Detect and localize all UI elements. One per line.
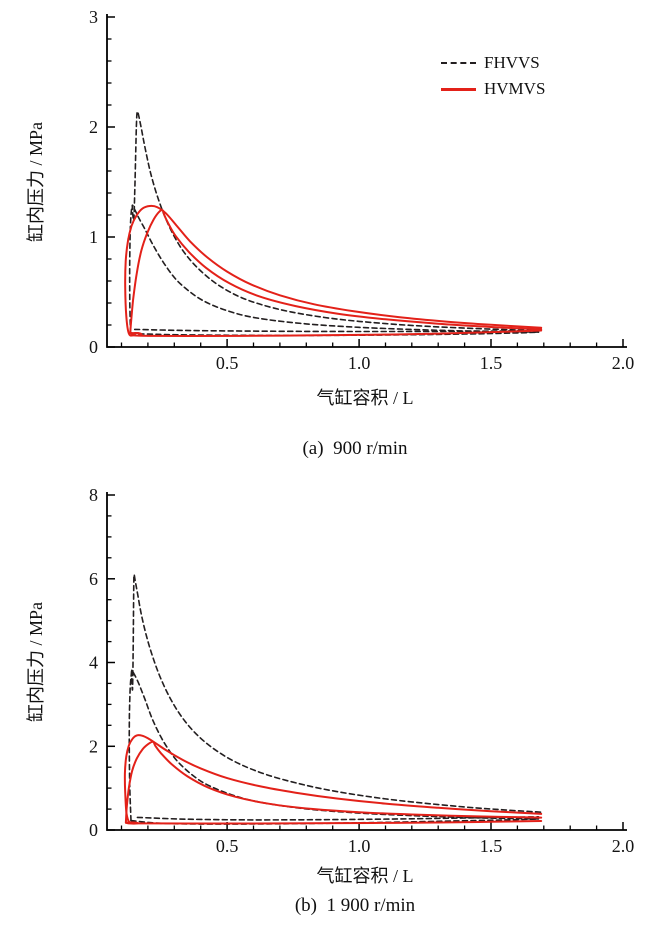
x-tick-label: 0.5	[216, 353, 239, 373]
hvmvs-curve-a	[124, 204, 543, 337]
x-tick-label: 1.0	[348, 836, 371, 856]
fhvvs-curve-a	[129, 331, 540, 337]
y-tick-label: 4	[89, 653, 98, 673]
y-tick-label: 3	[89, 7, 98, 27]
chart-b-caption: (b) 1 900 r/min	[294, 895, 416, 916]
chart-a-y-axis-label: 缸内压力 / MPa	[26, 122, 46, 243]
legend-row-hvmvs: HVMVS	[441, 76, 545, 102]
y-tick-label: 1	[89, 227, 98, 247]
legend-row-fhvvs: FHVVS	[441, 50, 545, 76]
x-tick-label: 1.5	[480, 836, 503, 856]
hvmvs-curve-a	[129, 209, 543, 334]
legend-label-hvmvs: HVMVS	[484, 79, 546, 98]
legend: FHVVS HVMVS	[441, 50, 545, 102]
hvmvs-curve-b	[124, 821, 139, 825]
y-tick-label: 2	[89, 117, 98, 137]
fhvvs-dashed-line-sample	[441, 62, 476, 64]
legend-label-fhvvs: FHVVS	[484, 53, 540, 72]
hvmvs-curve-b	[123, 734, 543, 825]
x-tick-label: 0.5	[216, 836, 239, 856]
fhvvs-curve-b	[128, 670, 133, 822]
hvmvs-curve-a	[129, 331, 143, 337]
y-tick-label: 0	[89, 337, 98, 357]
chart-b: 0 2 4 6 8 0.5 1.0 1.5 2.0	[89, 485, 634, 856]
chart-b-y-axis-label: 缸内压力 / MPa	[26, 602, 46, 723]
chart-a-x-axis-label: 气缸容积 / L	[316, 388, 414, 408]
chart-b-axes	[106, 492, 627, 831]
y-tick-label: 0	[89, 820, 98, 840]
fhvvs-curve-b	[130, 573, 542, 820]
chart-b-x-axis-label: 气缸容积 / L	[316, 866, 414, 886]
x-tick-label: 1.0	[348, 353, 371, 373]
chart-a-axes	[106, 14, 627, 348]
chart-a-caption: (a) 900 r/min	[302, 438, 408, 459]
x-tick-label: 1.5	[480, 353, 503, 373]
fhvvs-curve-a	[128, 204, 134, 335]
y-tick-label: 2	[89, 736, 98, 756]
fhvvs-curve-a	[131, 110, 542, 333]
y-tick-label: 8	[89, 485, 98, 505]
fhvvs-curve-a	[133, 328, 542, 333]
hvmvs-solid-line-sample	[441, 87, 476, 91]
y-tick-label: 6	[89, 569, 98, 589]
chart-a: 0 1 2 3 0.5 1.0 1.5 2.0	[89, 7, 634, 373]
x-tick-label: 2.0	[612, 353, 635, 373]
x-tick-label: 2.0	[612, 836, 635, 856]
hvmvs-curve-b	[124, 740, 543, 824]
